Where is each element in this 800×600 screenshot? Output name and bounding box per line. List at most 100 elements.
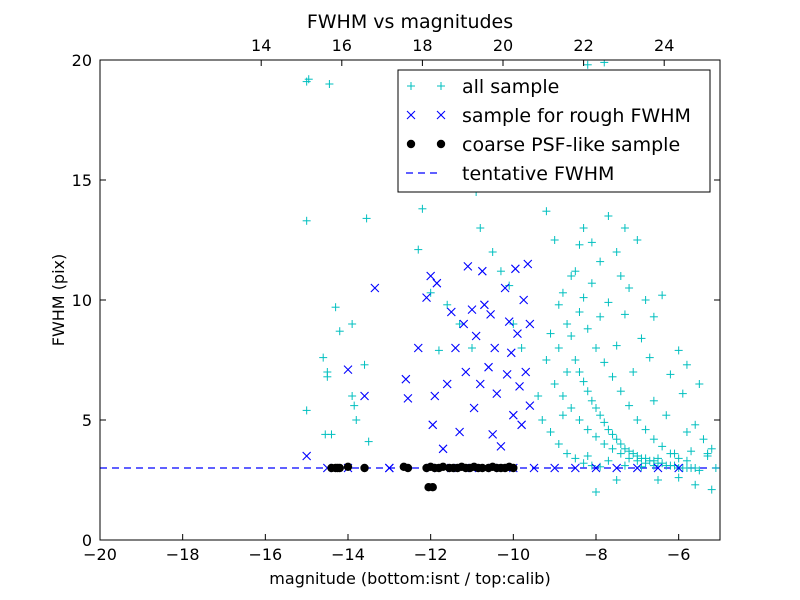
rough-fwhm-point — [451, 343, 460, 353]
all-sample-point — [321, 430, 330, 439]
all-sample-point — [554, 344, 563, 352]
all-sample-point — [612, 476, 621, 484]
all-sample-point — [674, 473, 683, 482]
all-sample-point — [579, 293, 588, 302]
x-tick-label: −12 — [414, 545, 448, 564]
rough-fwhm-point — [461, 367, 471, 377]
all-sample-point — [682, 456, 691, 465]
all-sample-point — [633, 236, 642, 244]
rough-fwhm-point — [492, 389, 502, 398]
rough-fwhm-point — [490, 343, 500, 353]
legend-item-rough-fwhm: sample for rough FWHM — [406, 105, 691, 127]
rough-fwhm-point — [384, 463, 394, 473]
all-sample-point — [323, 368, 332, 376]
all-sample-point — [587, 396, 596, 405]
all-sample-point — [633, 416, 642, 424]
all-sample-point — [538, 416, 547, 424]
all-sample-point — [633, 456, 642, 465]
rough-fwhm-point — [471, 331, 481, 341]
all-sample-point — [629, 368, 638, 376]
all-sample-point — [670, 449, 679, 458]
x-tick-label: −8 — [584, 545, 608, 564]
all-sample-point — [325, 80, 334, 88]
all-sample-point — [571, 454, 580, 463]
top-tick-label: 22 — [573, 36, 593, 55]
all-sample-point — [542, 356, 551, 364]
all-sample-point — [546, 329, 555, 338]
all-sample-point — [649, 312, 658, 321]
top-axis: 14 16 18 20 22 24 — [251, 36, 674, 66]
rough-fwhm-point — [502, 370, 512, 379]
all-sample-point — [600, 418, 609, 427]
all-sample-point — [678, 389, 687, 398]
all-sample-point — [414, 245, 423, 254]
rough-fwhm-point — [428, 420, 438, 430]
all-sample-point — [534, 392, 543, 400]
all-sample-point — [554, 300, 563, 309]
x-axis-label: magnitude (bottom:isnt / top:calib) — [269, 569, 550, 588]
rough-fwhm-point — [432, 278, 442, 288]
legend-mark-rough-fwhm — [406, 110, 446, 120]
rough-fwhm-point — [506, 348, 516, 358]
rough-fwhm-point — [508, 410, 518, 420]
all-sample-point — [666, 370, 675, 379]
all-sample-point — [546, 428, 555, 436]
rough-fwhm-point — [467, 305, 477, 314]
all-sample-point — [682, 360, 691, 369]
psf-like-point — [335, 463, 344, 473]
top-tick-label: 18 — [412, 36, 432, 55]
legend-mark-psf-like-right — [436, 139, 446, 149]
y-tick-label: 0 — [82, 531, 92, 550]
all-sample-point — [567, 404, 576, 412]
legend-label-rough-fwhm: sample for rough FWHM — [462, 105, 691, 127]
rough-fwhm-point — [513, 329, 522, 338]
rough-fwhm-point — [370, 283, 380, 293]
all-sample-point — [645, 353, 654, 362]
all-sample-point — [587, 279, 596, 288]
all-sample-point — [616, 449, 625, 458]
legend-item-tentative-fwhm: tentative FWHM — [406, 163, 614, 185]
rough-fwhm-point — [612, 463, 622, 473]
all-sample-point — [674, 454, 683, 463]
all-sample-point — [629, 449, 638, 458]
legend-mark-all-sample — [407, 82, 445, 90]
x-tick-label: −10 — [496, 545, 530, 564]
all-sample-point — [654, 476, 662, 484]
rough-fwhm-point — [446, 307, 456, 317]
all-sample-point — [616, 272, 625, 280]
all-sample-point — [575, 240, 584, 249]
all-sample-point — [335, 327, 344, 336]
psf-like-point — [360, 463, 369, 473]
rough-fwhm-point — [438, 444, 448, 454]
all-sample-point — [616, 387, 625, 396]
all-sample-point — [707, 444, 716, 453]
legend-label-tentative-fwhm: tentative FWHM — [462, 163, 614, 185]
all-sample-point — [662, 411, 671, 420]
chart-title: FWHM vs magnitudes — [307, 11, 513, 33]
all-sample-point — [604, 298, 613, 307]
rough-fwhm-point — [469, 403, 479, 413]
all-sample-point — [641, 459, 650, 468]
all-sample-point — [620, 310, 629, 319]
all-sample-point — [596, 411, 605, 420]
all-sample-point — [571, 267, 580, 276]
psf-like-point — [428, 483, 437, 492]
all-sample-point — [600, 440, 609, 448]
rough-fwhm-point — [459, 319, 469, 329]
all-sample-point — [583, 60, 592, 69]
x-tick-label: −14 — [331, 545, 365, 564]
rough-fwhm-point — [500, 283, 510, 293]
all-sample-point — [641, 296, 650, 304]
rough-fwhm-point — [422, 293, 431, 302]
all-sample-point — [579, 377, 588, 386]
all-sample-point — [691, 420, 700, 429]
all-sample-point — [362, 214, 371, 223]
rough-fwhm-point — [496, 442, 506, 451]
y-tick-label: 10 — [72, 291, 92, 310]
all-sample-point — [682, 428, 691, 436]
top-tick-label: 16 — [332, 36, 352, 55]
all-sample-point — [563, 320, 572, 328]
all-sample-point — [592, 344, 600, 352]
all-sample-point — [583, 324, 592, 333]
y-axis: 0 5 10 15 20 — [72, 51, 720, 550]
